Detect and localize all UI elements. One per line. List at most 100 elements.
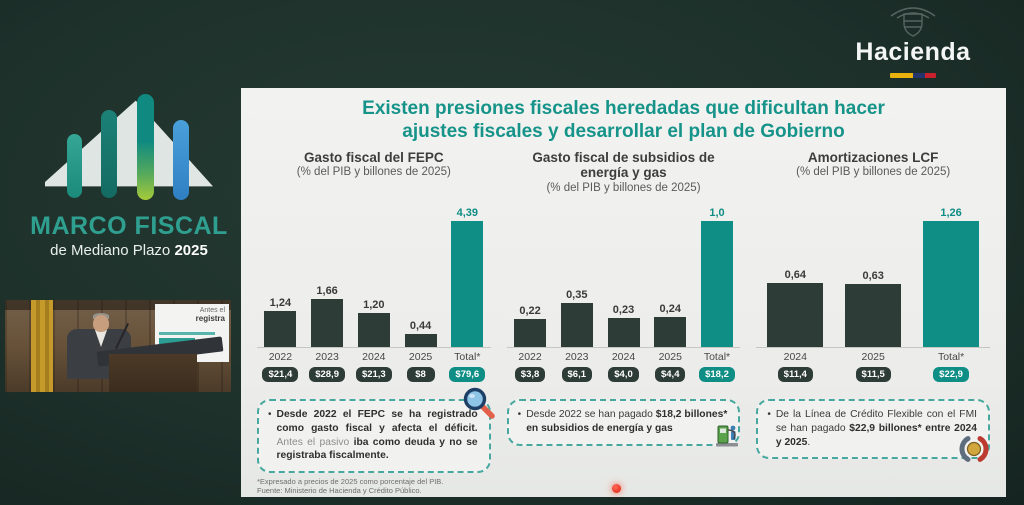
callout-text: De la Línea de Crédito Flexible con el F… — [775, 409, 978, 448]
badge-cell-2022: $3,8 — [507, 367, 554, 383]
x-label-Total*: Total* — [703, 351, 731, 364]
bar-cell-2024: 1,20 — [350, 299, 397, 348]
chart-gasto-fepc: Gasto fiscal del FEPC (% del PIB y billo… — [257, 150, 491, 393]
chart-3-plot: 0,64 0,63 1,26 2024 2025 Total* $11,4 $11,5 $22,… — [756, 198, 991, 383]
bar-2025 — [404, 334, 437, 348]
bars-row: 1,24 1,66 1,20 0,44 4,39 — [257, 198, 491, 349]
hacienda-brand-block: Hacienda — [828, 0, 998, 78]
slide-footnote: *Expresado a precios de 2025 como porcen… — [257, 477, 443, 497]
background-slide-teal-strip — [159, 332, 216, 335]
chart-2-title: Gasto fiscal de subsidios de energía y g… — [532, 150, 715, 181]
bar-cell-Total*: 1,0 — [694, 207, 741, 348]
bar-value-2024: 0,23 — [612, 304, 635, 317]
callout-lcf-fmi: • De la Línea de Crédito Flexible con el … — [756, 399, 991, 462]
x-label-2025: 2025 — [861, 351, 885, 364]
marco-fiscal-logo: MARCO FISCAL de Mediano Plazo 2025 — [20, 94, 238, 259]
bar-cell-2025: 0,44 — [397, 320, 444, 348]
bar-value-2023: 1,66 — [316, 285, 338, 298]
slide-title-line-2: ajustes fiscales y desarrollar el plan d… — [402, 121, 845, 143]
x-label-2024: 2024 — [611, 351, 636, 364]
speaker-head — [93, 315, 109, 332]
bar-cell-Total*: 4,39 — [444, 207, 491, 348]
bar-value-Total*: 4,39 — [456, 207, 479, 220]
bar-value-2022: 1,24 — [269, 297, 292, 310]
background-slide-text-2: registra — [195, 314, 225, 323]
badge-2024: $11,4 — [777, 367, 813, 383]
bar-2024 — [357, 313, 390, 348]
badge-2023: $6,1 — [561, 367, 593, 383]
bars-row: 0,64 0,63 1,26 — [756, 198, 991, 349]
bar-2023 — [560, 303, 593, 348]
chart-2-plot: 0,22 0,35 0,23 0,24 1,0 2022 2023 2024 2025 Total… — [506, 198, 741, 383]
x-label-Total*: Total* — [454, 351, 481, 364]
background-slide-text-1: Antes el — [199, 307, 225, 314]
badge-Total*: $79,6 — [449, 367, 486, 383]
flag-yellow-segment — [890, 73, 913, 78]
badge-cell-2022: $21,4 — [257, 367, 304, 383]
logo-bar-3 — [137, 94, 154, 200]
callout-text: Desde 2022 se han pagado $18,2 billones*… — [526, 409, 728, 434]
badge-2022: $3,8 — [514, 367, 546, 383]
logo-subtitle-text: de Mediano Plazo — [50, 242, 171, 259]
footnote-line-2: Fuente: Ministerio de Hacienda y Crédito… — [257, 486, 422, 496]
x-label-2022: 2022 — [268, 351, 293, 364]
badge-2024: $21,3 — [355, 367, 392, 383]
bar-cell-2025: 0,24 — [647, 303, 694, 348]
bar-cell-2023: 1,66 — [304, 285, 351, 348]
badge-Total*: $18,2 — [699, 367, 735, 383]
charts-row: Gasto fiscal del FEPC (% del PIB y billo… — [241, 143, 1006, 393]
x-label-2023: 2023 — [565, 351, 589, 364]
chart-1-subtitle: (% del PIB y billones de 2025) — [296, 166, 451, 179]
slide-title: Existen presiones fiscales heredadas que… — [241, 88, 1006, 143]
logo-year: 2025 — [174, 242, 208, 259]
badge-2022: $21,4 — [262, 367, 299, 383]
badge-2023: $28,9 — [309, 367, 345, 383]
callout-subsidios: • Desde 2022 se han pagado $18,2 billones… — [506, 399, 741, 447]
bar-2022 — [514, 319, 547, 348]
bar-value-2024: 1,20 — [363, 299, 385, 312]
bar-2024 — [767, 283, 824, 348]
logo-bar-4 — [173, 120, 189, 200]
chart-amortizaciones-lcf: Amortizaciones LCF (% del PIB y billones… — [756, 150, 991, 393]
video-yellow-curtain — [31, 300, 53, 392]
flag-blue-segment — [913, 73, 925, 78]
bar-cell-2024: 0,64 — [756, 269, 834, 348]
badge-cell-2023: $6,1 — [553, 367, 600, 383]
badge-cell-2025: $8 — [397, 367, 444, 383]
colombia-flag-ribbon — [890, 73, 936, 78]
badge-cell-Total*: $79,6 — [444, 367, 491, 383]
imf-logo-icon — [956, 431, 992, 472]
x-label-2024: 2024 — [783, 351, 807, 364]
x-label-2022: 2022 — [518, 351, 542, 364]
chart-1-header: Gasto fiscal del FEPC (% del PIB y billo… — [257, 150, 491, 198]
chart-3-title: Amortizaciones LCF — [807, 150, 939, 166]
bar-2025 — [654, 317, 687, 348]
bar-Total* — [451, 221, 484, 348]
x-label-Total*: Total* — [937, 351, 965, 364]
marco-fiscal-logo-art — [45, 94, 213, 204]
callouts-row: • Desde 2022 el FEPC se ha registrado com… — [241, 388, 1006, 473]
bar-cell-2023: 0,35 — [553, 289, 600, 348]
badges-row: $11,4 $11,5 $22,9 — [756, 367, 990, 383]
video-ceiling-beam — [5, 300, 231, 310]
bar-value-Total*: 1,26 — [940, 207, 962, 220]
hacienda-wordmark: Hacienda — [855, 38, 971, 66]
chart-2-subtitle: (% del PIB y billones de 2025) — [546, 181, 701, 194]
bar-cell-2025: 0,63 — [834, 270, 912, 348]
speaker-video-frame: Antes el registra — [5, 300, 231, 392]
chart-3-header: Amortizaciones LCF (% del PIB y billones… — [756, 150, 990, 198]
callout-bullet: • — [268, 409, 272, 421]
bar-cell-2022: 1,24 — [257, 297, 304, 348]
x-label-2025: 2025 — [408, 351, 433, 364]
bar-cell-2024: 0,23 — [600, 304, 647, 348]
bar-value-Total*: 1,0 — [709, 207, 725, 220]
badge-2025: $8 — [406, 367, 435, 383]
badge-cell-2025: $11,5 — [834, 367, 912, 383]
bar-2022 — [264, 311, 297, 348]
badge-2025: $4,4 — [654, 367, 686, 383]
laser-pointer-dot — [612, 484, 621, 493]
bar-value-2024: 0,64 — [784, 269, 806, 282]
bar-cell-2022: 0,22 — [507, 305, 554, 348]
x-label-2024: 2024 — [362, 351, 386, 364]
